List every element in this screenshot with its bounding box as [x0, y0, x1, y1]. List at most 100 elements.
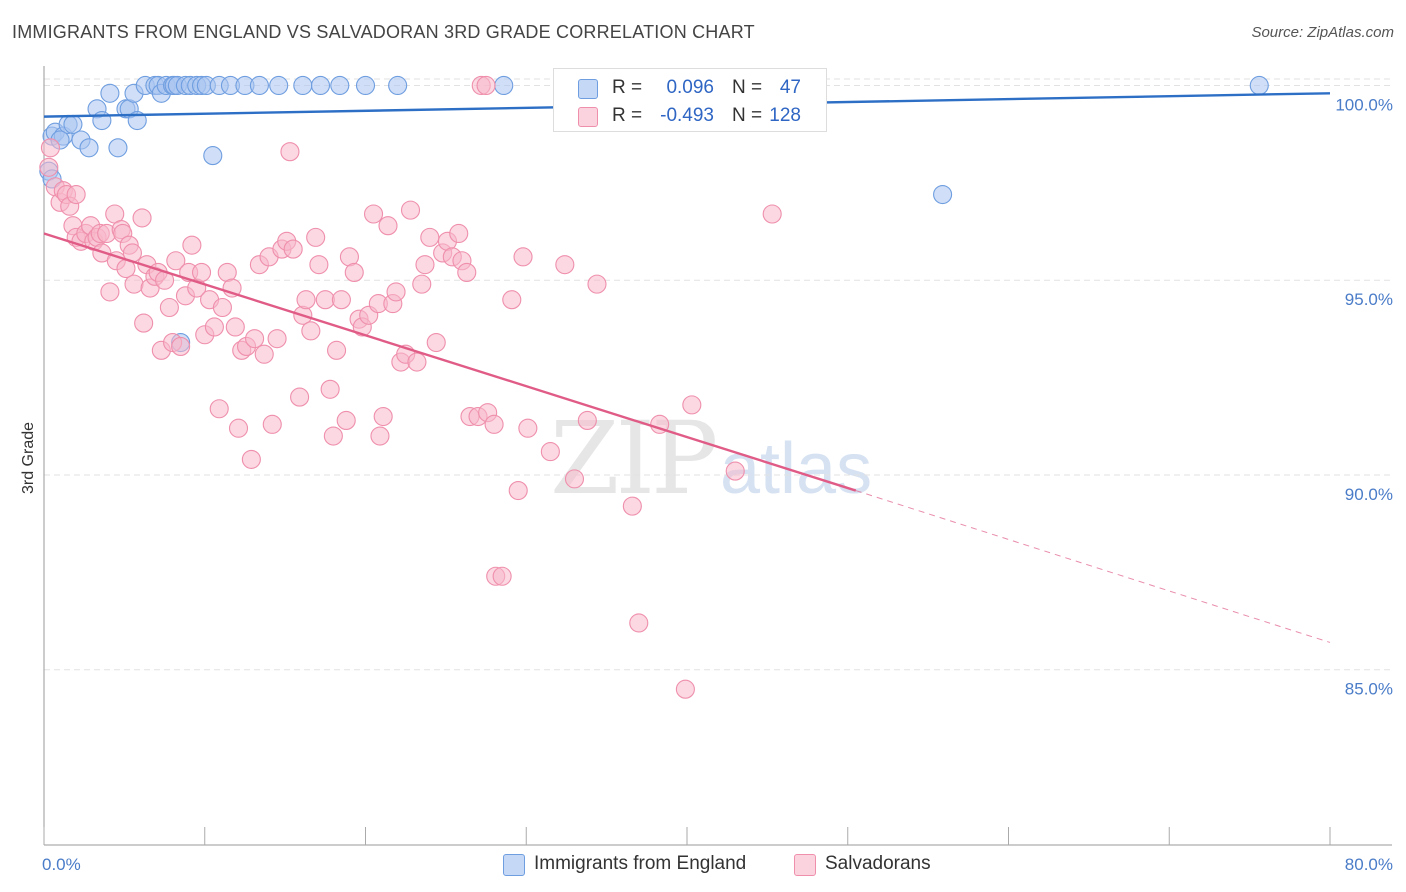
- salvadoran-point: [555, 255, 575, 275]
- salvadoran-point: [476, 75, 496, 96]
- salvadoran-point: [301, 321, 321, 341]
- england-point: [203, 146, 223, 166]
- salvadoran-point: [502, 290, 522, 310]
- source-label: Source: ZipAtlas.com: [1251, 24, 1394, 41]
- trend-lines: [43, 92, 1331, 643]
- legend-n-label: N =: [732, 77, 763, 98]
- legend-row-england: R = 0.096 N = 47: [554, 74, 826, 102]
- legend-swatch-salvadorans: [578, 107, 598, 127]
- legend-n-value: 47: [779, 77, 801, 98]
- salvadoran-point: [39, 157, 59, 177]
- salvadoran-point: [577, 410, 597, 430]
- salvadoran-point: [225, 317, 245, 337]
- salvadoran-point: [290, 387, 310, 407]
- salvadoran-point: [370, 426, 390, 446]
- salvadoran-point: [254, 344, 274, 364]
- salvadoran-point: [204, 317, 224, 337]
- salvadoran-point: [306, 227, 326, 247]
- salvadoran-point: [762, 204, 782, 224]
- england-point: [933, 184, 953, 205]
- salvadoran-point: [508, 481, 528, 501]
- salvadoran-point: [159, 297, 179, 318]
- salvadoran-point: [378, 216, 398, 236]
- salvadoran-point: [622, 496, 642, 516]
- salvadoran-point: [407, 352, 427, 372]
- salvadoran-point: [245, 329, 265, 349]
- salvadoran-point: [262, 414, 282, 434]
- legend-n-label: N =: [732, 105, 763, 126]
- salvadoran-trend-extension: [855, 490, 1331, 643]
- y-tick-label: 95.0%: [1345, 290, 1393, 309]
- salvadoran-point: [400, 200, 421, 220]
- salvadoran-point: [309, 255, 329, 275]
- salvadoran-point: [40, 138, 60, 158]
- england-point: [79, 138, 99, 158]
- england-point: [310, 75, 331, 96]
- england-point: [388, 75, 408, 96]
- legend-label-salvadorans: Salvadorans: [825, 853, 931, 874]
- salvadoran-point: [241, 449, 261, 469]
- tick-labels: 100.0% 95.0% 90.0% 85.0% 0.0% 80.0%: [42, 95, 1393, 874]
- england-point: [100, 83, 120, 103]
- salvadoran-point: [426, 332, 446, 353]
- salvadoran-point: [132, 208, 152, 228]
- data-points: [39, 75, 1269, 699]
- y-tick-label: 100.0%: [1335, 95, 1393, 114]
- legend-swatch-england: [503, 854, 525, 876]
- england-point: [249, 75, 269, 96]
- salvadoran-point: [212, 297, 232, 318]
- salvadoran-point: [315, 290, 335, 310]
- salvadoran-point: [323, 426, 343, 446]
- legend-r-label: R =: [612, 105, 643, 126]
- salvadoran-point: [420, 227, 440, 247]
- salvadoran-point: [228, 418, 249, 438]
- england-point: [293, 75, 313, 96]
- salvadoran-point: [283, 239, 303, 259]
- x-tick-label: 0.0%: [42, 855, 81, 874]
- salvadoran-point: [182, 235, 202, 255]
- legend-r-label: R =: [612, 77, 643, 98]
- salvadoran-point: [682, 395, 702, 415]
- salvadoran-point: [449, 223, 469, 244]
- legend-n-value: 128: [769, 105, 801, 126]
- series-legend: Immigrants from England Salvadorans: [0, 852, 1406, 878]
- salvadoran-point: [267, 329, 287, 349]
- salvadoran-point: [171, 336, 191, 356]
- salvadoran-point: [457, 262, 477, 282]
- salvadoran-point: [518, 418, 538, 438]
- correlation-legend: R = 0.096 N = 47 R = -0.493 N = 128: [553, 68, 827, 132]
- salvadoran-trend-line: [43, 232, 857, 492]
- salvadoran-point: [540, 442, 560, 462]
- salvadoran-point: [363, 204, 384, 224]
- salvadoran-point: [166, 251, 186, 271]
- salvadoran-point: [513, 247, 533, 267]
- salvadoran-point: [100, 282, 120, 302]
- salvadoran-point: [675, 679, 695, 699]
- salvadoran-point: [373, 406, 393, 427]
- legend-r-value: 0.096: [666, 77, 714, 98]
- legend-swatch-salvadorans: [794, 854, 816, 876]
- england-point: [330, 75, 350, 96]
- salvadoran-point: [209, 399, 229, 419]
- legend-r-value: -0.493: [660, 105, 714, 126]
- salvadoran-point: [66, 184, 86, 205]
- legend-row-salvadorans: R = -0.493 N = 128: [554, 102, 826, 130]
- salvadoran-point: [344, 262, 364, 282]
- salvadoran-point: [564, 469, 585, 489]
- england-point: [269, 75, 289, 96]
- salvadoran-point: [327, 340, 347, 360]
- y-tick-label: 90.0%: [1345, 485, 1393, 504]
- england-point: [1249, 75, 1269, 96]
- chart-title: IMMIGRANTS FROM ENGLAND VS SALVADORAN 3R…: [12, 22, 755, 42]
- grid-lines: [44, 78, 1392, 671]
- axes: [43, 66, 1392, 846]
- salvadoran-point: [484, 414, 504, 434]
- england-point: [92, 110, 112, 131]
- salvadoran-point: [134, 313, 154, 333]
- salvadoran-point: [331, 290, 351, 310]
- legend-label-england: Immigrants from England: [534, 853, 747, 874]
- salvadoran-point: [629, 613, 649, 633]
- y-axis-title: 3rd Grade: [20, 422, 37, 494]
- y-tick-label: 85.0%: [1345, 680, 1393, 699]
